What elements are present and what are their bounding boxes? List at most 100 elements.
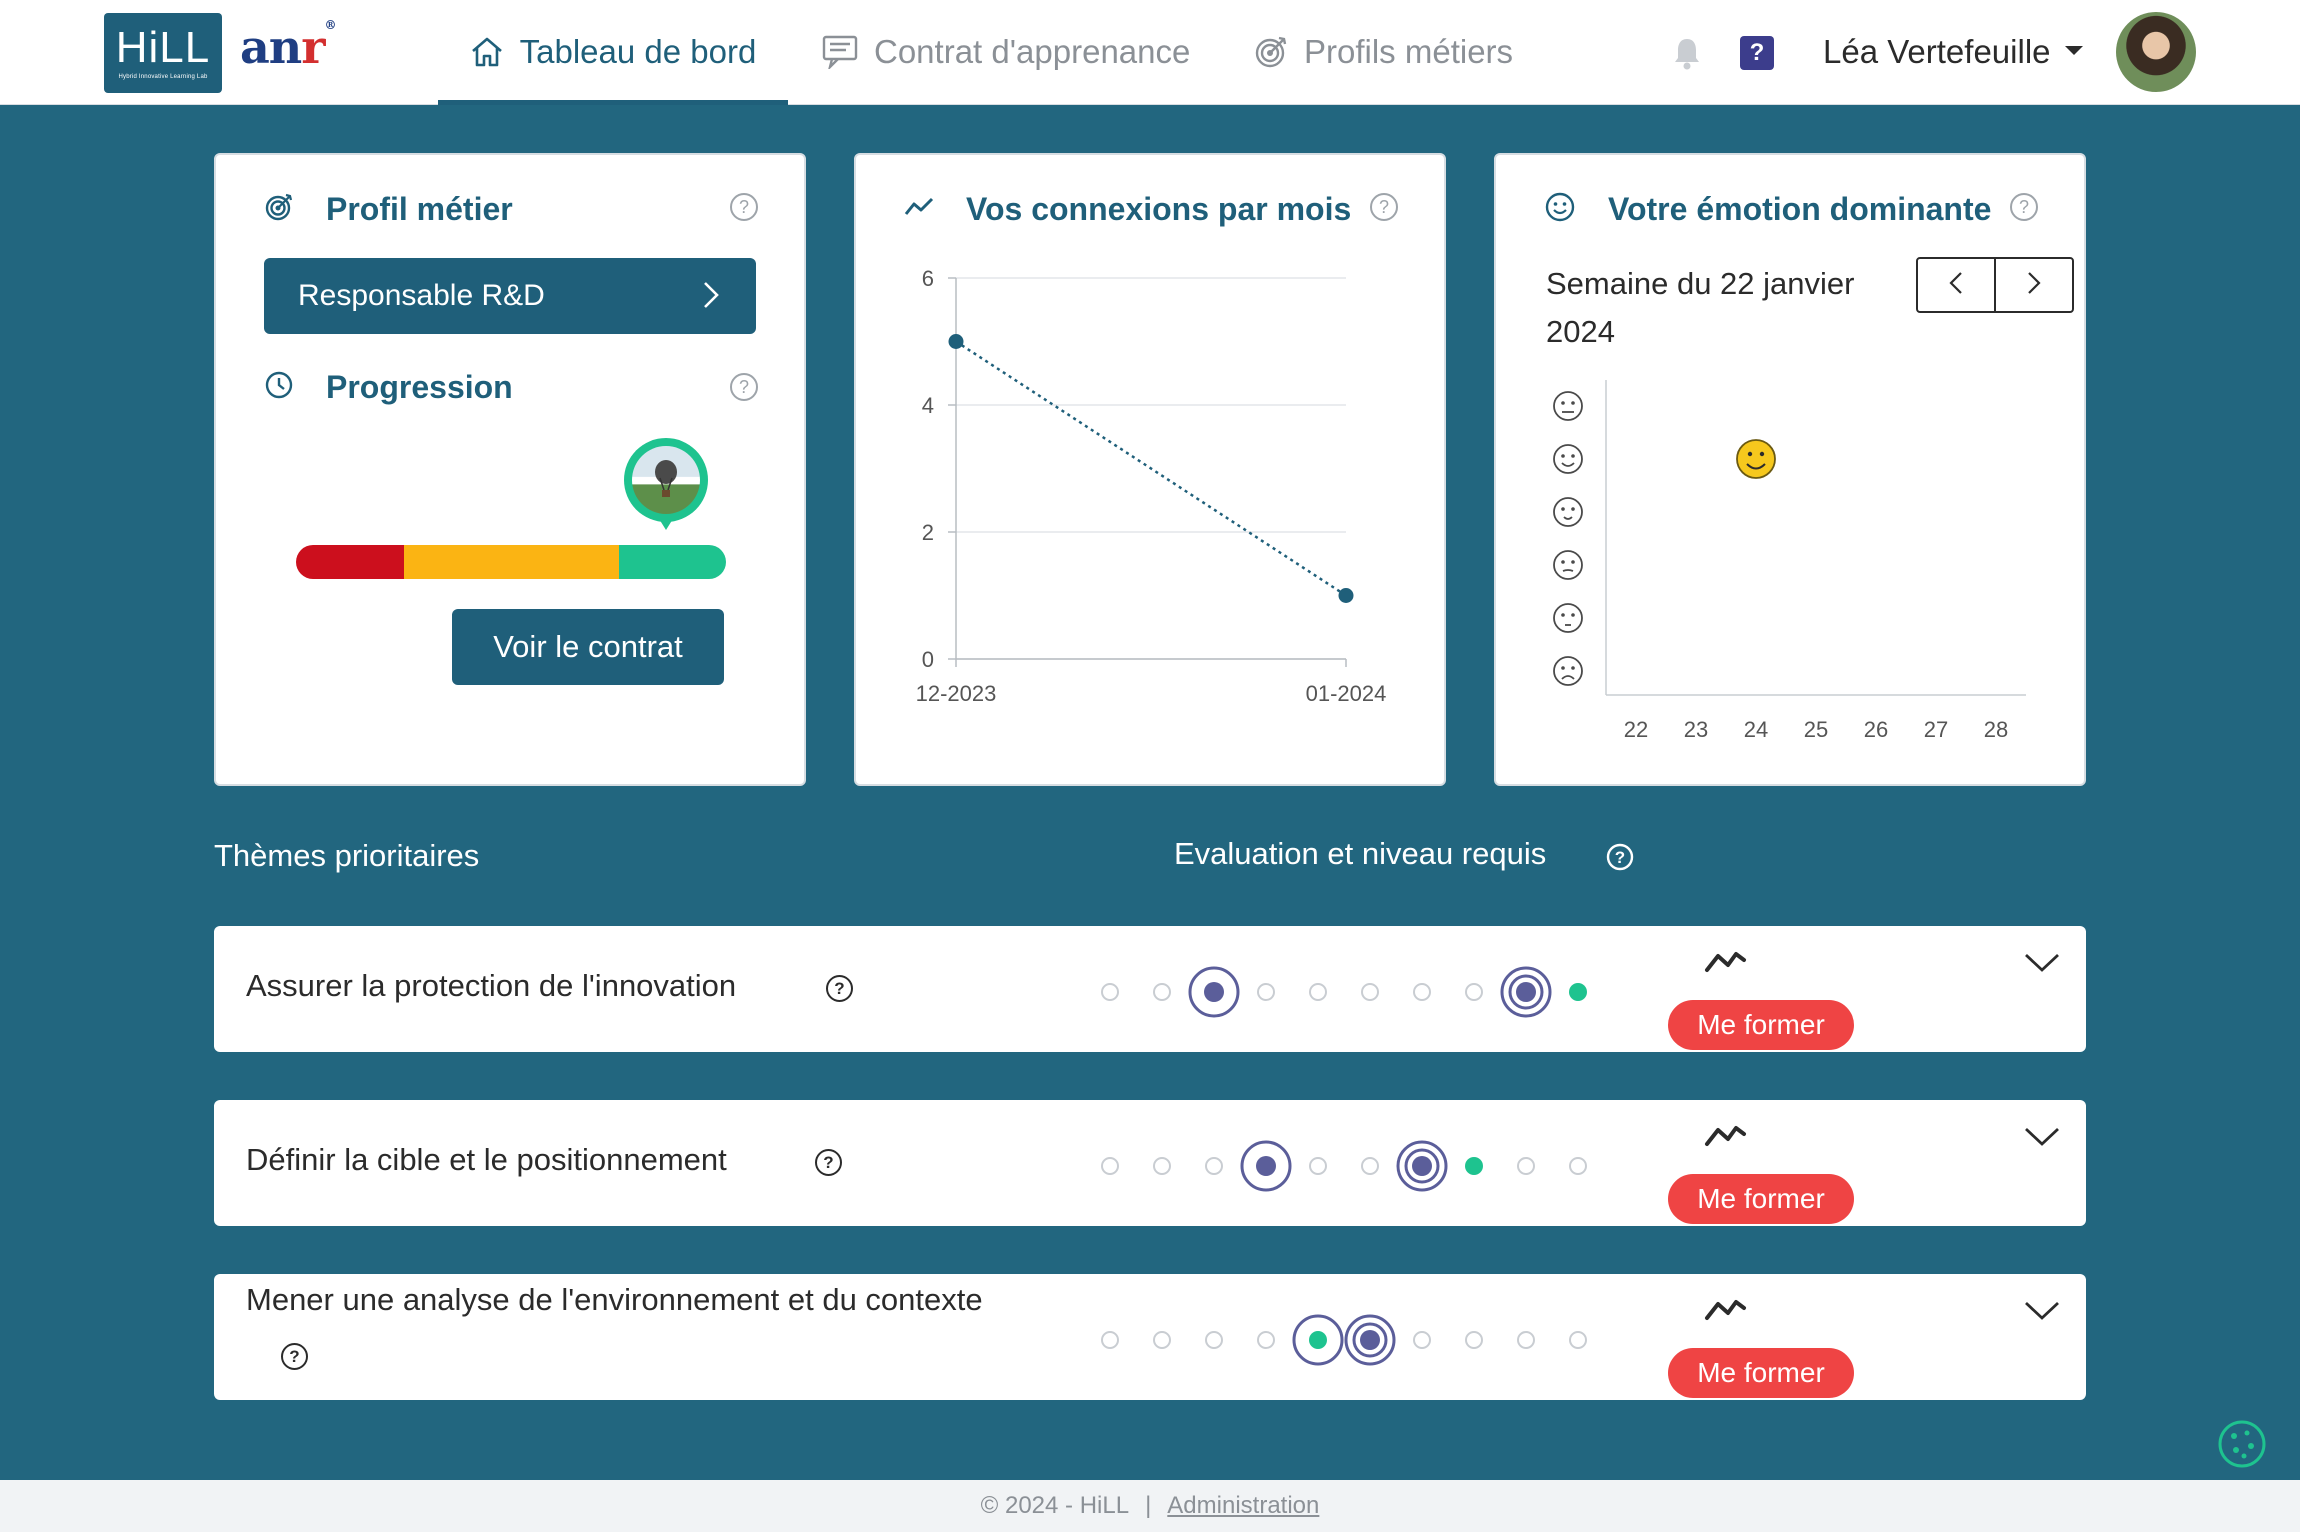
theme-help-icon[interactable]: ?: [281, 1343, 308, 1370]
training-button[interactable]: Me former: [1668, 1348, 1854, 1398]
theme-row: Assurer la protection de l'innovation ? …: [214, 926, 2086, 1052]
avatar[interactable]: [2116, 12, 2196, 92]
anr-logo[interactable]: anr®: [240, 17, 337, 74]
x-tick-label: 28: [1984, 717, 2008, 742]
progression-header: Progression: [264, 369, 513, 406]
level-dot: [1257, 983, 1275, 1001]
cookie-icon[interactable]: [2216, 1418, 2268, 1475]
required-level-ring: [1396, 1140, 1448, 1192]
progression-help-icon[interactable]: ?: [730, 373, 758, 401]
chevron-down-icon[interactable]: [2024, 952, 2060, 979]
profile-card-title: Profil métier: [326, 191, 513, 227]
evaluation-level-ring: [1292, 1314, 1344, 1366]
job-profile-button[interactable]: Responsable R&D: [264, 258, 756, 334]
current-level-dot: [1569, 983, 1587, 1001]
theme-help-icon[interactable]: ?: [826, 975, 853, 1002]
data-point[interactable]: [948, 334, 964, 349]
emotion-help-icon[interactable]: ?: [2010, 193, 2038, 221]
x-tick-label: 27: [1924, 717, 1948, 742]
level-scale: [1101, 966, 1587, 1018]
trend-icon[interactable]: [1704, 948, 1748, 979]
required-level-inner-ring: [1352, 1322, 1388, 1358]
evaluation-level-dot: [1256, 1156, 1276, 1176]
progress-marker: [623, 438, 708, 530]
evaluation-help-icon[interactable]: ?: [1606, 843, 1634, 876]
progress-bar: [296, 545, 726, 579]
training-button[interactable]: Me former: [1668, 1000, 1854, 1050]
hill-logo[interactable]: HiLL Hybrid Innovative Learning Lab: [104, 13, 222, 93]
profile-card-header: Profil métier: [264, 191, 513, 228]
emotion-card-title: Votre émotion dominante: [1608, 191, 1992, 227]
anr-logo-reg: ®: [324, 17, 337, 32]
progress-segment-mid: [403, 545, 619, 579]
evaluation-level-ring: [1188, 966, 1240, 1018]
anr-logo-an: an: [240, 20, 302, 74]
user-name[interactable]: Léa Vertefeuille: [1823, 33, 2051, 70]
level-dot: [1153, 983, 1171, 1001]
user-menu-caret-icon[interactable]: [2065, 46, 2083, 55]
top-navbar: HiLL Hybrid Innovative Learning Lab anr®…: [0, 0, 2300, 105]
chevron-left-icon: [1949, 271, 1963, 300]
footer: © 2024 - HiLL | Administration: [0, 1480, 2300, 1532]
profile-help-icon[interactable]: ?: [730, 193, 758, 221]
y-tick-label: 6: [922, 266, 934, 291]
level-dot: [1101, 1331, 1119, 1349]
tab-profiles-label: Profils métiers: [1304, 33, 1514, 70]
trend-icon[interactable]: [1704, 1296, 1748, 1327]
required-level-ring: [1344, 1314, 1396, 1366]
y-tick-label: 2: [922, 520, 934, 545]
emotion-card-header: Votre émotion dominante: [1544, 191, 1991, 228]
chevron-down-icon[interactable]: [2024, 1126, 2060, 1153]
next-week-button[interactable]: [1994, 259, 2072, 311]
trend-icon[interactable]: [1704, 1122, 1748, 1153]
theme-help-icon[interactable]: ?: [815, 1149, 842, 1176]
level-dot: [1101, 983, 1119, 1001]
theme-label: Mener une analyse de l'environnement et …: [246, 1282, 983, 1317]
required-level-dot: [1360, 1330, 1380, 1350]
training-button[interactable]: Me former: [1668, 1174, 1854, 1224]
tab-profiles[interactable]: Profils métiers: [1254, 0, 1513, 104]
level-dot: [1517, 1331, 1535, 1349]
tab-contract[interactable]: Contrat d'apprenance: [822, 0, 1190, 104]
evaluation-level-dot: [1204, 982, 1224, 1002]
level-scale: [1101, 1314, 1587, 1366]
series-line: [955, 340, 1347, 597]
connections-help-icon[interactable]: ?: [1370, 193, 1398, 221]
bell-icon[interactable]: [1672, 36, 1702, 75]
week-label: Semaine du 22 janvier 2024: [1546, 266, 1855, 349]
anr-logo-r: r: [301, 20, 325, 74]
level-dot: [1413, 983, 1431, 1001]
emotion-face-icon: [1553, 391, 1583, 421]
admin-link[interactable]: Administration: [1167, 1492, 1320, 1519]
theme-label: Assurer la protection de l'innovation: [246, 968, 737, 1003]
chevron-down-icon[interactable]: [2024, 1300, 2060, 1327]
chevron-right-icon: [2027, 271, 2041, 300]
connections-card-header: Vos connexions par mois: [904, 191, 1351, 228]
emotion-face-icon: [1553, 550, 1583, 580]
level-dot: [1309, 1157, 1327, 1175]
emotion-point[interactable]: [1736, 439, 1776, 479]
data-point[interactable]: [1338, 588, 1354, 603]
level-dot: [1569, 1157, 1587, 1175]
emotion-face-icon: [1553, 603, 1583, 633]
y-tick-label: 4: [922, 393, 934, 418]
contract-icon: [822, 35, 858, 69]
view-contract-button[interactable]: Voir le contrat: [452, 609, 724, 685]
required-level-inner-ring: [1404, 1148, 1440, 1184]
home-icon: [470, 36, 504, 68]
previous-week-button[interactable]: [1918, 259, 1994, 311]
x-tick-label: 01-2024: [1306, 681, 1387, 706]
tab-dashboard[interactable]: Tableau de bord: [438, 0, 788, 105]
emotion-face-icon: [1553, 656, 1583, 686]
svg-text:?: ?: [1615, 848, 1625, 867]
emotion-face-icon: [1553, 497, 1583, 527]
job-profile-label: Responsable R&D: [298, 279, 545, 312]
theme-row: Définir la cible et le positionnement ? …: [214, 1100, 2086, 1226]
x-tick-label: 24: [1744, 717, 1768, 742]
level-dot: [1205, 1157, 1223, 1175]
required-level-inner-ring: [1508, 974, 1544, 1010]
level-dot: [1465, 983, 1483, 1001]
progress-segment-low: [296, 545, 404, 579]
help-button[interactable]: ?: [1740, 36, 1774, 70]
y-tick-label: 0: [922, 647, 934, 672]
